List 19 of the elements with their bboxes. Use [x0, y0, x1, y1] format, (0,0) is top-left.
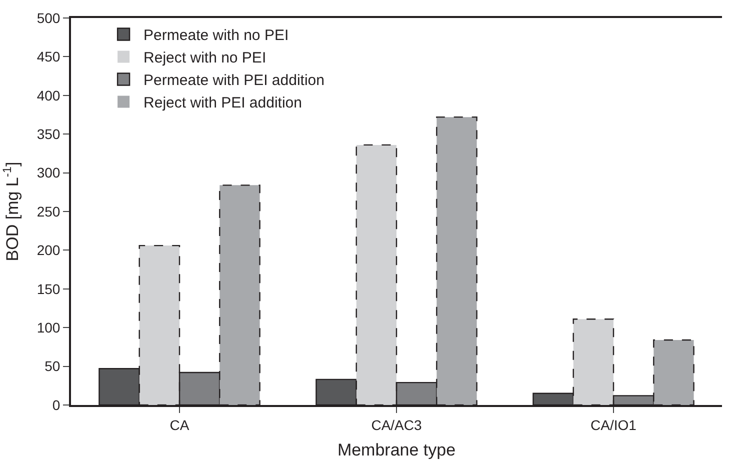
legend-label: Permeate with no PEI: [144, 27, 289, 44]
y-tick-label: 250: [36, 203, 60, 220]
y-tick-label: 400: [36, 87, 60, 104]
x-tick-label: CA/AC3: [371, 416, 422, 433]
legend-label: Permeate with PEI addition: [144, 72, 324, 90]
y-tick-label: 0: [52, 396, 60, 413]
x-tick-label: CA: [170, 416, 190, 433]
y-tick-label: 450: [36, 48, 60, 65]
y-tick-label: 50: [44, 358, 60, 374]
y-tick-label: 300: [36, 164, 60, 181]
y-tick-label: 500: [36, 10, 60, 26]
x-tick-label: CA/IO1: [590, 416, 637, 433]
y-tick-label: 200: [36, 242, 60, 258]
x-axis-title: Membrane type: [337, 440, 456, 460]
legend-label: Reject with no PEI: [144, 50, 266, 67]
y-tick-label: 150: [36, 280, 60, 297]
y-tick-label: 100: [36, 320, 60, 336]
y-tick-label: 350: [36, 126, 60, 142]
legend-label: Reject with PEI addition: [144, 94, 302, 112]
